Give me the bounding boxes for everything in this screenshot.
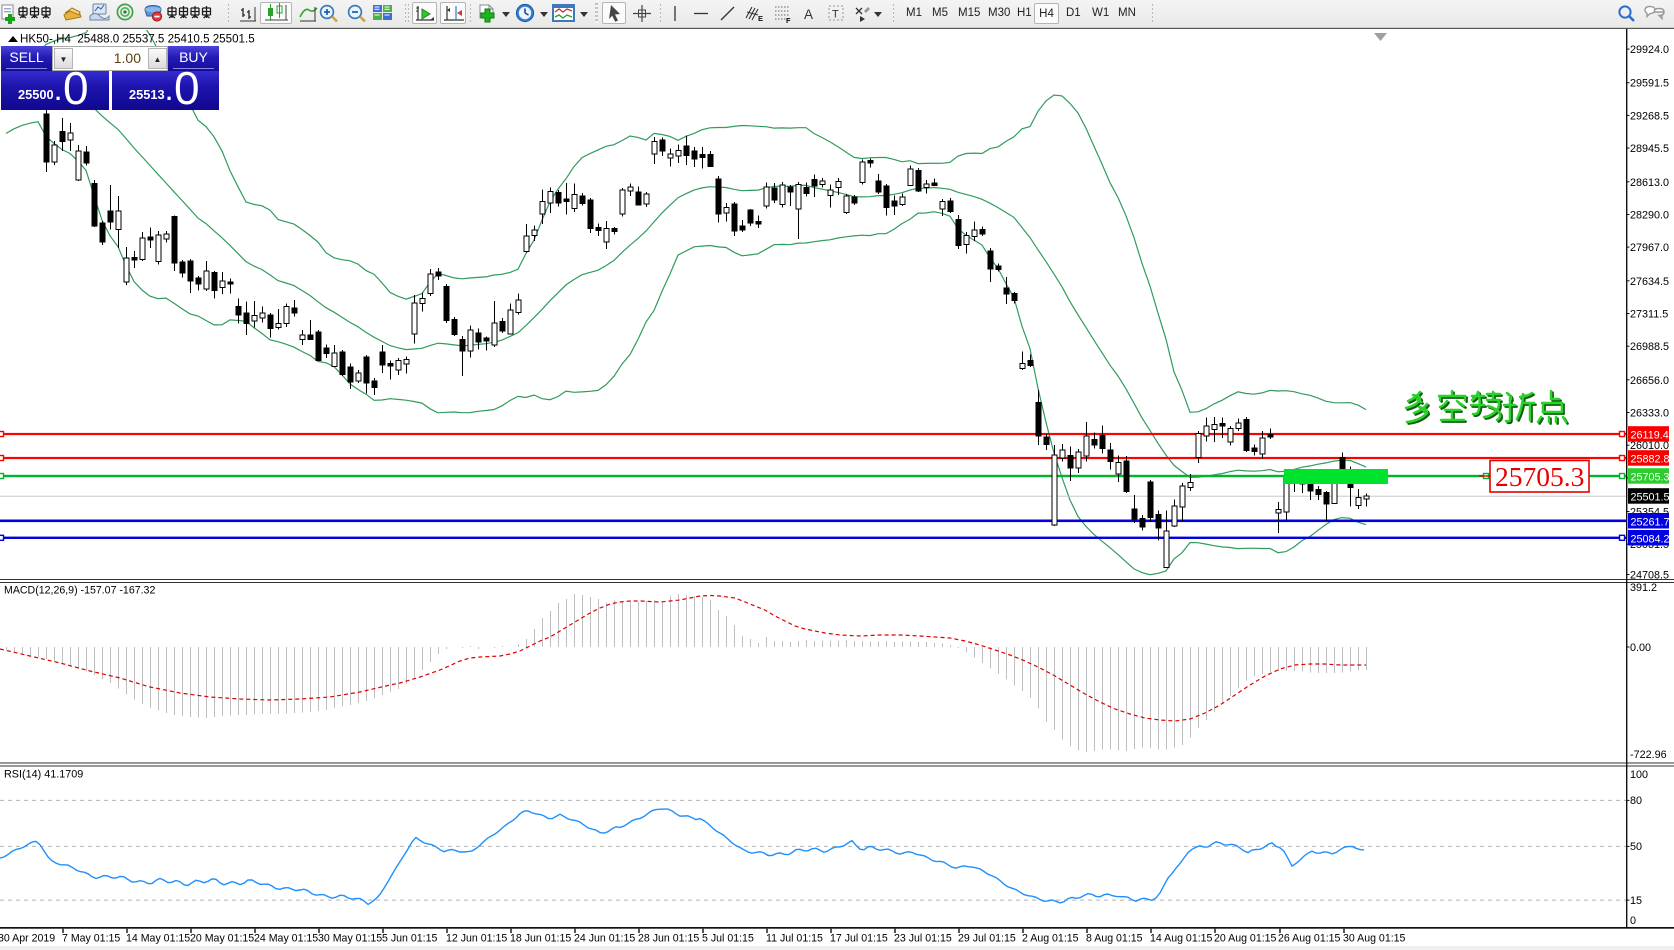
svg-text:26 Aug 01:15: 26 Aug 01:15	[1278, 933, 1341, 945]
svg-text:25882.8: 25882.8	[1631, 454, 1670, 466]
svg-text:18 Jun 01:15: 18 Jun 01:15	[510, 933, 571, 945]
svg-text:5 Jun 01:15: 5 Jun 01:15	[382, 933, 437, 945]
svg-text:30 Apr 2019: 30 Apr 2019	[0, 933, 55, 945]
svg-text:RSI(14) 41.1709: RSI(14) 41.1709	[4, 769, 83, 781]
svg-text:24 Jun 01:15: 24 Jun 01:15	[574, 933, 635, 945]
svg-text:30 May 01:15: 30 May 01:15	[318, 933, 382, 945]
svg-text:26010.0: 26010.0	[1630, 440, 1669, 452]
svg-text:28613.0: 28613.0	[1630, 177, 1669, 189]
svg-text:A: A	[804, 7, 813, 22]
svg-text:80: 80	[1630, 795, 1642, 807]
svg-text:20 May 01:15: 20 May 01:15	[190, 933, 254, 945]
svg-text:25705.3: 25705.3	[1495, 461, 1584, 492]
svg-text:391.2: 391.2	[1630, 582, 1657, 594]
svg-text:5 Jul 01:15: 5 Jul 01:15	[702, 933, 754, 945]
svg-text:27311.5: 27311.5	[1630, 309, 1668, 321]
svg-text:29924.0: 29924.0	[1630, 44, 1669, 56]
svg-text:14 Aug 01:15: 14 Aug 01:15	[1150, 933, 1213, 945]
svg-text:100: 100	[1630, 769, 1648, 781]
svg-text:25261.7: 25261.7	[1631, 516, 1670, 528]
svg-text:25501.5: 25501.5	[1631, 492, 1670, 504]
svg-text:27967.0: 27967.0	[1630, 242, 1669, 254]
svg-text:25084.2: 25084.2	[1631, 533, 1670, 545]
svg-text:26656.0: 26656.0	[1630, 375, 1669, 387]
svg-text:14 May 01:15: 14 May 01:15	[126, 933, 190, 945]
svg-text:15: 15	[1630, 895, 1642, 907]
svg-text:26333.0: 26333.0	[1630, 408, 1669, 420]
svg-text:26119.4: 26119.4	[1631, 430, 1669, 442]
svg-text:23 Jul 01:15: 23 Jul 01:15	[894, 933, 952, 945]
svg-text:0: 0	[1630, 915, 1636, 927]
svg-text:28945.5: 28945.5	[1630, 143, 1669, 155]
svg-text:28 Jun 01:15: 28 Jun 01:15	[638, 933, 699, 945]
svg-text:F: F	[786, 16, 791, 24]
svg-text:30 Aug 01:15: 30 Aug 01:15	[1343, 933, 1406, 945]
svg-text:27634.5: 27634.5	[1630, 276, 1669, 288]
svg-text:26988.5: 26988.5	[1630, 341, 1669, 353]
svg-text:25705.3: 25705.3	[1631, 472, 1670, 484]
svg-text:20 Aug 01:15: 20 Aug 01:15	[1214, 933, 1277, 945]
svg-text:29 Jul 01:15: 29 Jul 01:15	[958, 933, 1016, 945]
svg-text:29591.5: 29591.5	[1630, 78, 1669, 90]
svg-text:8 Aug 01:15: 8 Aug 01:15	[1086, 933, 1143, 945]
svg-text:11 Jul 01:15: 11 Jul 01:15	[766, 933, 823, 945]
svg-text:E: E	[758, 14, 763, 23]
svg-text:24708.5: 24708.5	[1630, 570, 1669, 582]
svg-text:MACD(12,26,9) -157.07 -167.32: MACD(12,26,9) -157.07 -167.32	[4, 585, 155, 597]
svg-text:24 May 01:15: 24 May 01:15	[254, 933, 318, 945]
svg-text:17 Jul 01:15: 17 Jul 01:15	[830, 933, 888, 945]
svg-text:2 Aug 01:15: 2 Aug 01:15	[1022, 933, 1079, 945]
svg-text:12 Jun 01:15: 12 Jun 01:15	[446, 933, 507, 945]
svg-text:HK50-,H4 25488.0 25537.5 2541: HK50-,H4 25488.0 25537.5 25410.5 25501.5	[20, 33, 255, 46]
svg-text:0.00: 0.00	[1630, 642, 1651, 654]
svg-text:7 May 01:15: 7 May 01:15	[62, 933, 120, 945]
svg-text:-722.96: -722.96	[1630, 749, 1667, 761]
svg-text:50: 50	[1630, 841, 1642, 853]
svg-text:28290.0: 28290.0	[1630, 210, 1669, 222]
svg-text:T: T	[832, 9, 839, 21]
svg-text:29268.5: 29268.5	[1630, 110, 1669, 122]
